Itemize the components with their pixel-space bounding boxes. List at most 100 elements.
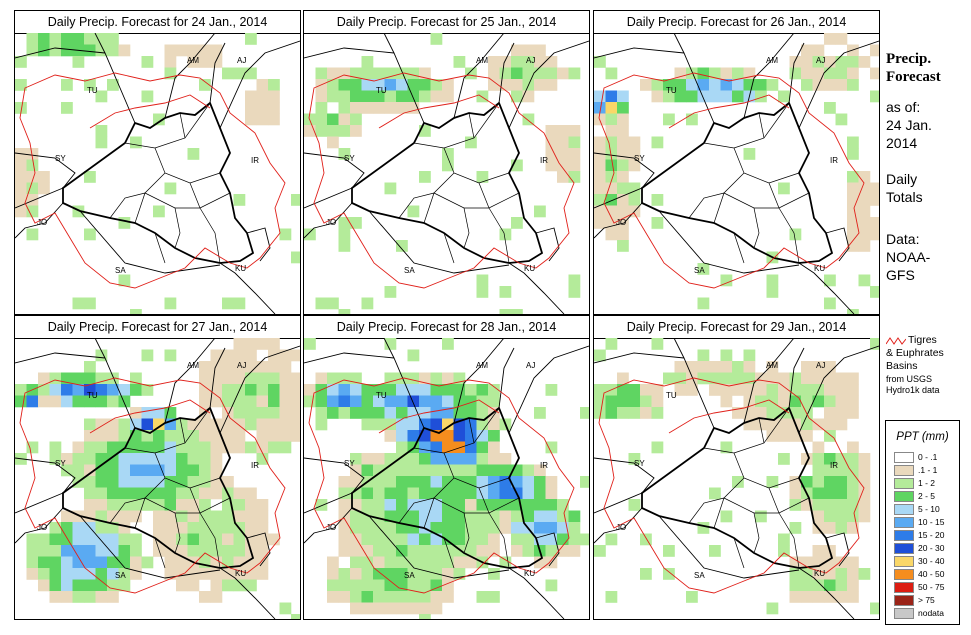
country-border [15, 492, 64, 514]
province-boundary [723, 192, 779, 209]
country-border [798, 567, 855, 619]
country-label-jo: JO [326, 218, 336, 227]
province-boundary [189, 182, 231, 209]
data-source-note: Data: NOAA- GFS [886, 230, 930, 284]
precip-cells [304, 338, 589, 619]
data-line: NOAA- [886, 249, 931, 265]
forecast-panel-day4: Daily Precip. Forecast for 27 Jan., 2014… [14, 315, 301, 620]
forecast-panel-day2: Daily Precip. Forecast for 25 Jan., 2014… [303, 10, 590, 315]
ppt-legend-title: PPT (mm) [896, 431, 949, 443]
country-border [79, 515, 221, 579]
country-label-aj: AJ [526, 56, 535, 65]
panel-title: Daily Precip. Forecast for 27 Jan., 2014 [15, 316, 300, 339]
country-border [368, 515, 510, 579]
country-label-ku: KU [814, 264, 825, 273]
country-border [594, 352, 685, 364]
province-boundary [443, 147, 510, 184]
province-boundary [443, 452, 510, 489]
ppt-legend-label: 50 - 75 [918, 582, 945, 592]
country-border [15, 457, 76, 494]
ppt-legend-swatch [894, 556, 914, 567]
province-boundary [688, 192, 725, 219]
ppt-legend-label: nodata [918, 608, 944, 618]
province-boundary [443, 232, 455, 264]
country-border [219, 40, 300, 129]
country-border [164, 33, 216, 119]
country-border [594, 47, 685, 59]
basin-boundary [308, 377, 575, 594]
country-label-sa: SA [115, 266, 126, 275]
precip-map: AM AJ TU SY IR JO SA KU [15, 338, 300, 619]
country-border [15, 352, 106, 364]
country-label-sa: SA [694, 571, 705, 580]
country-label-tu: TU [87, 86, 98, 95]
country-border [368, 210, 510, 274]
ppt-legend-label: 30 - 40 [918, 556, 945, 566]
side-title-line: Precip. [886, 51, 932, 67]
as-of-line: 2014 [886, 135, 918, 151]
province-boundary [758, 417, 765, 444]
ppt-legend-label: 40 - 50 [918, 569, 945, 579]
country-border [788, 42, 805, 104]
country-label-sa: SA [404, 571, 415, 580]
province-boundary [688, 497, 725, 524]
province-boundary [753, 512, 760, 554]
iraq-border [351, 406, 544, 569]
province-boundary [154, 147, 221, 184]
country-label-am: AM [187, 56, 199, 65]
basin-legend-label: Basins [886, 360, 918, 372]
basin-boundary [19, 377, 286, 594]
precip-map: AM AJ TU SY IR JO SA KU [594, 338, 879, 619]
country-label-tu: TU [376, 391, 387, 400]
country-border [798, 345, 879, 434]
province-boundary [174, 207, 181, 249]
country-label-am: AM [476, 361, 488, 370]
country-label-jo: JO [37, 523, 47, 532]
country-border [304, 187, 353, 209]
province-boundary [433, 192, 489, 209]
province-boundary [413, 102, 500, 149]
ppt-legend: PPT (mm) 0 - .1 .1 - 1 1 - 2 2 - 5 5 - 10 10 … [885, 420, 960, 625]
basin-boundary [598, 72, 865, 289]
side-title-line: Forecast [886, 69, 941, 85]
country-label-tu: TU [666, 86, 677, 95]
country-border [79, 210, 221, 274]
ppt-legend-label: 15 - 20 [918, 530, 945, 540]
data-line: Data: [886, 231, 920, 247]
country-label-sy: SY [344, 459, 355, 468]
country-label-ku: KU [524, 264, 535, 273]
province-boundary [124, 407, 211, 454]
country-label-jo: JO [37, 218, 47, 227]
basin-boundary [19, 72, 286, 289]
country-label-ku: KU [235, 569, 246, 578]
country-border [209, 42, 226, 104]
basin-boundary [89, 94, 211, 129]
ppt-legend-label: 10 - 15 [918, 517, 945, 527]
country-label-sy: SY [634, 154, 645, 163]
province-boundary [154, 452, 221, 489]
country-border [304, 457, 365, 494]
ppt-legend-swatch [894, 478, 914, 489]
country-border [164, 338, 216, 424]
province-boundary [703, 407, 790, 454]
precip-cells [304, 33, 581, 314]
ppt-legend-swatch [894, 608, 914, 619]
ppt-legend-label: > 75 [918, 595, 935, 605]
country-border [15, 152, 76, 189]
ppt-legend-swatch [894, 530, 914, 541]
country-border [508, 40, 589, 129]
basin-boundary [308, 72, 575, 289]
country-border [508, 345, 589, 434]
country-border [658, 515, 800, 579]
country-border [453, 338, 505, 424]
precip-map: AM AJ TU SY IR JO SA KU [15, 33, 300, 314]
as-of-date: as of: 24 Jan. 2014 [886, 98, 932, 152]
province-boundary [398, 192, 435, 219]
basin-boundary [598, 377, 865, 594]
country-label-jo: JO [616, 523, 626, 532]
country-label-aj: AJ [816, 361, 825, 370]
country-label-aj: AJ [816, 56, 825, 65]
country-label-sy: SY [55, 459, 66, 468]
daily-line: Totals [886, 189, 923, 205]
basin-boundary [378, 399, 500, 434]
